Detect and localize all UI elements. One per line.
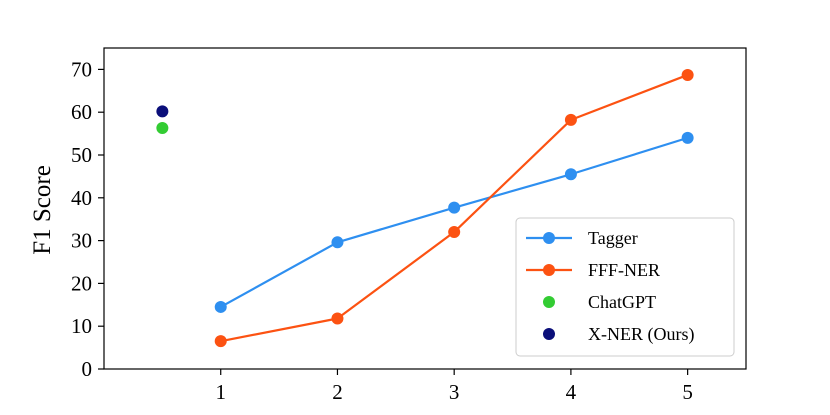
x-tick-label: 3 [449,380,460,404]
x-tick-label: 2 [332,380,343,404]
x-tick-label: 5 [682,380,693,404]
y-tick-label: 60 [71,100,92,124]
y-tick-label: 20 [71,271,92,295]
series [156,68,694,348]
data-point-chatgpt [156,122,169,135]
legend-marker-tagger [543,232,555,244]
legend-box [515,217,735,357]
x-tick-label: 1 [215,380,226,404]
legend-entry-fff-ner: FFF-NER [526,260,660,280]
legend-entry-x-ner-ours: X-NER (Ours) [543,324,694,345]
data-point-fff-ner [214,335,227,348]
legend-entry-chatgpt: ChatGPT [543,292,656,312]
series-x-ner-ours [156,105,169,118]
x-tick-label: 4 [566,380,577,404]
plot-frame [103,47,747,370]
data-point-x-ner-ours [156,105,169,118]
y-tick-label: 10 [71,314,92,338]
legend-label-x-ner-ours: X-NER (Ours) [588,324,694,345]
data-point-tagger [564,168,577,181]
data-point-tagger [448,201,461,214]
legend-marker-chatgpt [543,296,555,308]
data-point-fff-ner [564,113,577,126]
y-tick-label: 70 [71,57,92,81]
y-axis-label: F1 Score [29,165,56,255]
legend-label-fff-ner: FFF-NER [588,260,660,280]
data-point-fff-ner [681,68,694,81]
legend-entry-tagger: Tagger [526,228,638,248]
series-chatgpt [156,122,169,135]
series-fff-ner [214,68,694,348]
y-tick-label: 50 [71,143,92,167]
data-point-tagger [214,300,227,313]
legend-marker-fff-ner [543,264,555,276]
series-tagger [214,131,694,313]
legend-label-tagger: Tagger [588,228,638,248]
data-point-fff-ner [331,312,344,325]
data-point-fff-ner [448,226,461,239]
data-point-tagger [681,131,694,144]
y-tick-label: 0 [82,357,93,381]
data-point-tagger [331,236,344,249]
y-tick-label: 40 [71,186,92,210]
legend-label-chatgpt: ChatGPT [588,292,656,312]
axes [103,47,747,370]
legend-marker-x-ner-ours [543,328,555,340]
legend: Tagger FFF-NER ChatGPT X-NER (Ours) [515,217,735,357]
y-tick-label: 30 [71,229,92,253]
